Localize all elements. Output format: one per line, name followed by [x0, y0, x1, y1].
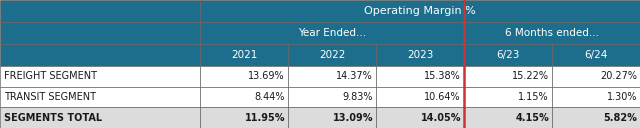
Text: 20.27%: 20.27%: [600, 71, 637, 81]
Text: 5.82%: 5.82%: [603, 113, 637, 123]
Text: 9.83%: 9.83%: [342, 92, 373, 102]
Bar: [200, 107, 288, 128]
Bar: [376, 66, 464, 87]
Bar: [0, 44, 200, 66]
Bar: [464, 44, 552, 66]
Text: 13.09%: 13.09%: [333, 113, 373, 123]
Text: 2021: 2021: [231, 50, 257, 60]
Text: Year Ended...: Year Ended...: [298, 28, 366, 38]
Bar: [288, 107, 376, 128]
Bar: [376, 44, 464, 66]
Text: 1.15%: 1.15%: [518, 92, 549, 102]
Text: Operating Margin %: Operating Margin %: [364, 6, 476, 16]
Bar: [200, 0, 640, 22]
Bar: [0, 87, 200, 107]
Text: 1.30%: 1.30%: [607, 92, 637, 102]
Bar: [464, 107, 552, 128]
Bar: [552, 87, 640, 107]
Bar: [288, 44, 376, 66]
Bar: [200, 66, 288, 87]
Bar: [464, 87, 552, 107]
Bar: [0, 22, 200, 44]
Bar: [376, 107, 464, 128]
Bar: [0, 107, 200, 128]
Bar: [200, 87, 288, 107]
Bar: [288, 87, 376, 107]
Text: FREIGHT SEGMENT: FREIGHT SEGMENT: [4, 71, 97, 81]
Text: 11.95%: 11.95%: [244, 113, 285, 123]
Bar: [0, 0, 200, 22]
Bar: [200, 44, 288, 66]
Text: 6 Months ended...: 6 Months ended...: [505, 28, 599, 38]
Text: 15.22%: 15.22%: [512, 71, 549, 81]
Text: 15.38%: 15.38%: [424, 71, 461, 81]
Bar: [552, 44, 640, 66]
Bar: [200, 22, 464, 44]
Text: 2023: 2023: [407, 50, 433, 60]
Bar: [0, 66, 200, 87]
Text: 4.15%: 4.15%: [515, 113, 549, 123]
Bar: [552, 107, 640, 128]
Bar: [552, 66, 640, 87]
Text: TRANSIT SEGMENT: TRANSIT SEGMENT: [4, 92, 96, 102]
Text: 10.64%: 10.64%: [424, 92, 461, 102]
Bar: [376, 87, 464, 107]
Bar: [288, 66, 376, 87]
Text: 13.69%: 13.69%: [248, 71, 285, 81]
Text: 2022: 2022: [319, 50, 345, 60]
Text: 14.37%: 14.37%: [336, 71, 373, 81]
Text: 6/23: 6/23: [496, 50, 520, 60]
Text: 6/24: 6/24: [584, 50, 608, 60]
Text: SEGMENTS TOTAL: SEGMENTS TOTAL: [4, 113, 102, 123]
Bar: [464, 66, 552, 87]
Text: 14.05%: 14.05%: [420, 113, 461, 123]
Bar: [464, 22, 640, 44]
Text: 8.44%: 8.44%: [255, 92, 285, 102]
